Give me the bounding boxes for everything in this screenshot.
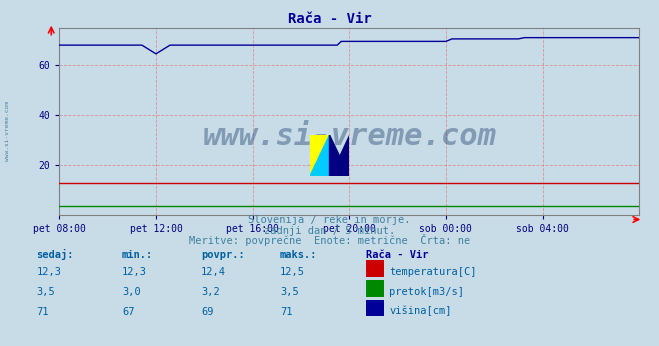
Text: zadnji dan / 5 minut.: zadnji dan / 5 minut. <box>264 226 395 236</box>
Text: 3,0: 3,0 <box>122 287 140 297</box>
Text: Meritve: povprečne  Enote: metrične  Črta: ne: Meritve: povprečne Enote: metrične Črta:… <box>189 234 470 246</box>
Text: 3,5: 3,5 <box>36 287 55 297</box>
Text: 3,2: 3,2 <box>201 287 219 297</box>
Text: Slovenija / reke in morje.: Slovenija / reke in morje. <box>248 215 411 225</box>
Text: 12,3: 12,3 <box>36 267 61 277</box>
Text: 71: 71 <box>36 307 49 317</box>
Text: Rača - Vir: Rača - Vir <box>366 250 428 260</box>
Polygon shape <box>330 135 349 176</box>
Text: pretok[m3/s]: pretok[m3/s] <box>389 287 465 297</box>
Text: min.:: min.: <box>122 250 153 260</box>
Text: maks.:: maks.: <box>280 250 318 260</box>
Text: višina[cm]: višina[cm] <box>389 306 452 317</box>
Text: 71: 71 <box>280 307 293 317</box>
Polygon shape <box>310 135 330 176</box>
Polygon shape <box>330 135 349 176</box>
Text: sedaj:: sedaj: <box>36 249 74 260</box>
Text: 67: 67 <box>122 307 134 317</box>
Text: 12,4: 12,4 <box>201 267 226 277</box>
Text: temperatura[C]: temperatura[C] <box>389 267 477 277</box>
Text: Rača - Vir: Rača - Vir <box>287 12 372 26</box>
Text: www.si-vreme.com: www.si-vreme.com <box>202 121 496 151</box>
Text: 12,3: 12,3 <box>122 267 147 277</box>
Text: www.si-vreme.com: www.si-vreme.com <box>5 101 11 162</box>
Polygon shape <box>310 135 330 176</box>
Text: povpr.:: povpr.: <box>201 250 244 260</box>
Text: 12,5: 12,5 <box>280 267 305 277</box>
Text: 69: 69 <box>201 307 214 317</box>
Text: 3,5: 3,5 <box>280 287 299 297</box>
